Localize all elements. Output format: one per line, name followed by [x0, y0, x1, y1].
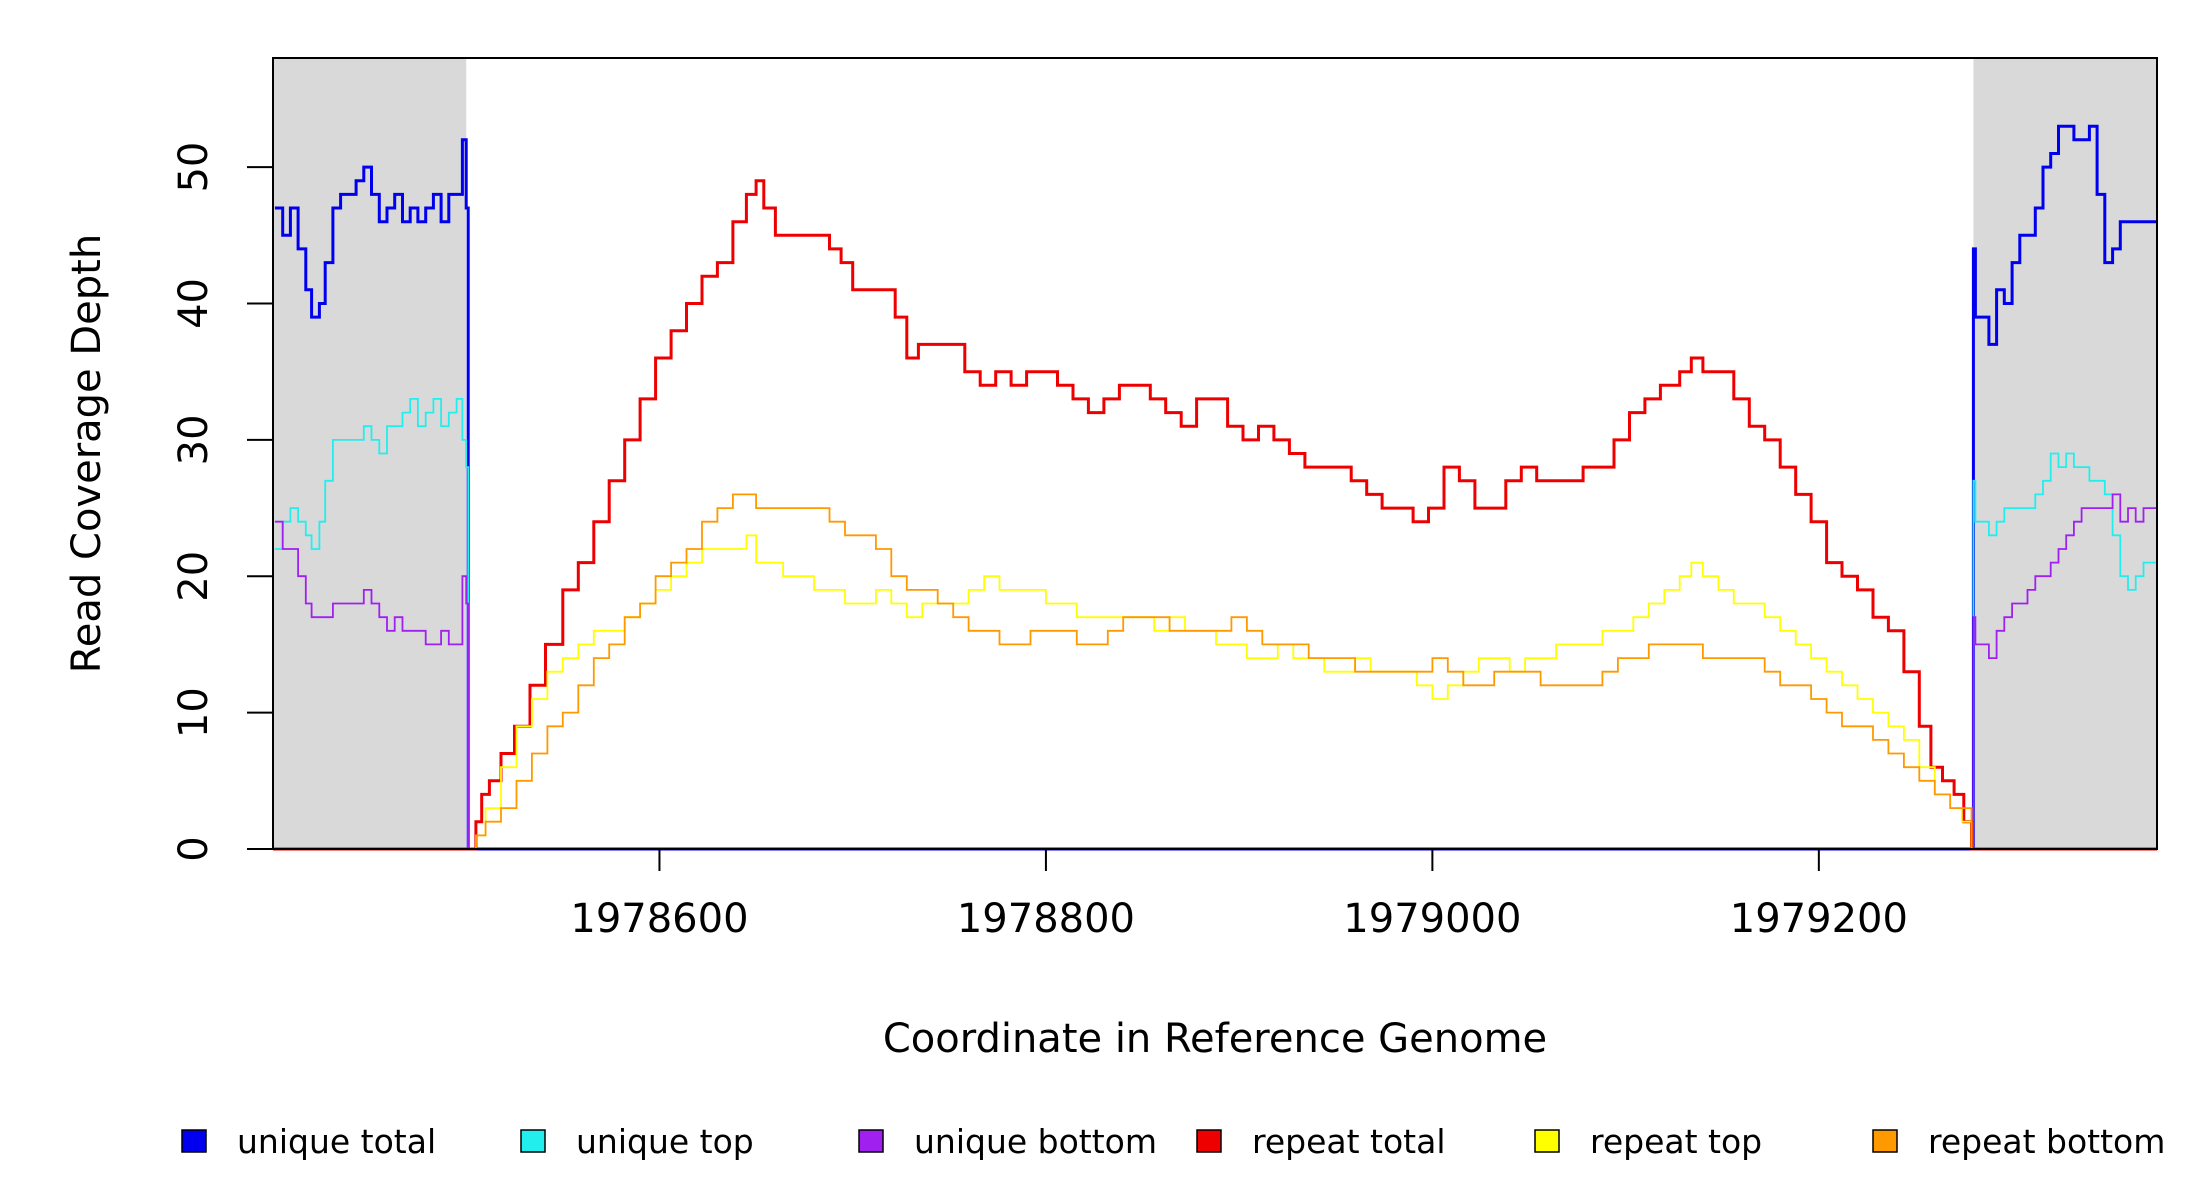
series-line-unique-top [274, 398, 2157, 850]
x-axis-title: Coordinate in Reference Genome [883, 1016, 1547, 1062]
x-tick-label: 1978800 [957, 896, 1135, 942]
shaded-region-1 [273, 58, 467, 849]
legend-label-repeat-top: repeat top [1590, 1122, 1762, 1161]
y-axis-title: Read Coverage Depth [64, 234, 110, 673]
series-lines [273, 124, 2157, 851]
y-tick-label: 10 [171, 687, 217, 738]
x-tick-label: 1978600 [570, 896, 748, 942]
series-line-unique-total [274, 124, 2157, 851]
legend-label-unique-top: unique top [576, 1122, 754, 1161]
series-line-repeat-bottom [273, 493, 2157, 850]
y-tick-label: 50 [171, 142, 217, 193]
series-line-repeat-top [273, 534, 2157, 850]
y-tick-label: 20 [171, 551, 217, 602]
y-tick-label: 40 [171, 278, 217, 329]
y-tick-label: 30 [171, 414, 217, 465]
shaded-region-2 [1973, 58, 2157, 849]
legend-label-unique-total: unique total [237, 1122, 436, 1161]
legend-swatch-repeat-top [1534, 1129, 1560, 1153]
legend-swatch-repeat-total [1196, 1129, 1222, 1153]
legend: unique total unique top unique bottom repea… [181, 1122, 2165, 1161]
axes: 1978600 1978800 1979000 1979200 0 10 20 30 40 50 [171, 142, 2157, 942]
y-tick-label: 0 [171, 836, 217, 861]
legend-swatch-unique-total [181, 1129, 207, 1153]
legend-swatch-unique-bottom [858, 1129, 884, 1153]
series-line-repeat-total [273, 179, 2157, 851]
legend-label-repeat-bottom: repeat bottom [1928, 1122, 2165, 1161]
legend-label-repeat-total: repeat total [1252, 1122, 1446, 1161]
legend-swatch-repeat-bottom [1872, 1129, 1898, 1153]
shaded-regions [273, 58, 2157, 849]
x-tick-label: 1979200 [1730, 896, 1908, 942]
x-tick-label: 1979000 [1343, 896, 1521, 942]
plot-frame [272, 57, 2158, 850]
legend-label-unique-bottom: unique bottom [914, 1122, 1157, 1161]
legend-swatch-unique-top [520, 1129, 546, 1153]
